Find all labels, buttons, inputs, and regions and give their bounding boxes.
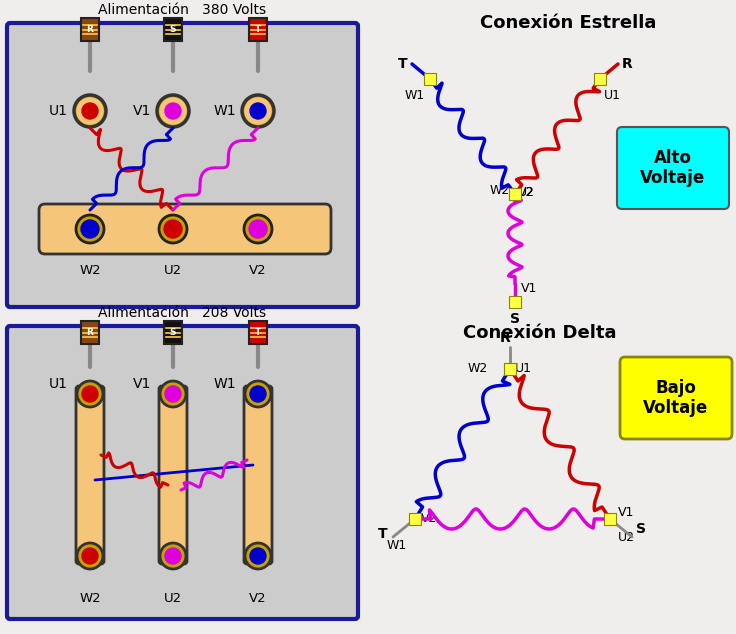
Text: W2: W2 <box>79 264 101 277</box>
Text: U1: U1 <box>515 363 532 375</box>
Text: Alimentación   380 Volts: Alimentación 380 Volts <box>99 3 266 17</box>
FancyBboxPatch shape <box>81 321 99 344</box>
Text: T: T <box>398 57 408 71</box>
Text: R: R <box>500 331 510 345</box>
Text: Bajo
Voltaje: Bajo Voltaje <box>643 378 709 417</box>
FancyBboxPatch shape <box>249 18 267 41</box>
Circle shape <box>77 98 103 124</box>
Circle shape <box>244 215 272 243</box>
Circle shape <box>82 548 98 564</box>
Text: V1: V1 <box>132 104 151 118</box>
Text: R: R <box>622 57 633 71</box>
Text: T: T <box>378 527 387 541</box>
Text: V2: V2 <box>518 186 534 199</box>
Text: V2: V2 <box>250 592 267 604</box>
Text: W1: W1 <box>405 89 425 102</box>
Text: V2: V2 <box>421 512 437 526</box>
Circle shape <box>160 98 186 124</box>
Text: S: S <box>636 522 646 536</box>
Circle shape <box>160 543 186 569</box>
Text: U1: U1 <box>49 377 68 391</box>
Text: U2: U2 <box>518 186 535 199</box>
FancyBboxPatch shape <box>7 326 358 619</box>
Text: Alto
Voltaje: Alto Voltaje <box>640 148 706 188</box>
Circle shape <box>165 103 181 119</box>
FancyBboxPatch shape <box>81 18 99 41</box>
Text: R: R <box>87 328 93 337</box>
Text: Conexión Delta: Conexión Delta <box>463 324 617 342</box>
Text: W2: W2 <box>468 363 488 375</box>
Text: V1: V1 <box>132 377 151 391</box>
Circle shape <box>165 548 181 564</box>
FancyBboxPatch shape <box>244 386 272 564</box>
FancyBboxPatch shape <box>164 18 182 41</box>
Circle shape <box>245 543 271 569</box>
Text: S: S <box>170 25 176 34</box>
Text: W2: W2 <box>489 183 510 197</box>
Circle shape <box>76 215 104 243</box>
Text: R: R <box>87 25 93 34</box>
Circle shape <box>81 220 99 238</box>
Text: W2: W2 <box>79 592 101 604</box>
FancyBboxPatch shape <box>164 321 182 344</box>
Text: W1: W1 <box>213 377 236 391</box>
Circle shape <box>245 381 271 407</box>
Text: U2: U2 <box>164 592 182 604</box>
Text: U1: U1 <box>604 89 621 102</box>
Circle shape <box>82 386 98 402</box>
Circle shape <box>250 103 266 119</box>
Text: W1: W1 <box>213 104 236 118</box>
FancyBboxPatch shape <box>7 23 358 307</box>
Circle shape <box>77 543 103 569</box>
Circle shape <box>250 386 266 402</box>
Text: V2: V2 <box>250 264 267 277</box>
Text: V1: V1 <box>618 507 634 519</box>
Text: S: S <box>510 312 520 326</box>
Circle shape <box>160 381 186 407</box>
Circle shape <box>249 220 267 238</box>
Text: V1: V1 <box>521 283 537 295</box>
Text: T: T <box>255 25 261 34</box>
FancyBboxPatch shape <box>159 386 187 564</box>
Circle shape <box>159 215 187 243</box>
Text: Conexión Estrella: Conexión Estrella <box>480 14 657 32</box>
Circle shape <box>82 103 98 119</box>
Circle shape <box>242 95 274 127</box>
Circle shape <box>245 98 271 124</box>
Text: S: S <box>170 328 176 337</box>
Text: W1: W1 <box>386 539 407 552</box>
Circle shape <box>157 95 189 127</box>
Circle shape <box>77 381 103 407</box>
Text: U1: U1 <box>49 104 68 118</box>
Text: U2: U2 <box>164 264 182 277</box>
Circle shape <box>164 220 182 238</box>
Circle shape <box>74 95 106 127</box>
FancyBboxPatch shape <box>39 204 331 254</box>
FancyBboxPatch shape <box>249 321 267 344</box>
FancyBboxPatch shape <box>620 357 732 439</box>
Text: U2: U2 <box>618 531 635 544</box>
Text: Alimentación   208 Volts: Alimentación 208 Volts <box>99 306 266 320</box>
Circle shape <box>165 386 181 402</box>
Circle shape <box>250 548 266 564</box>
FancyBboxPatch shape <box>617 127 729 209</box>
Text: T: T <box>255 328 261 337</box>
FancyBboxPatch shape <box>76 386 104 564</box>
